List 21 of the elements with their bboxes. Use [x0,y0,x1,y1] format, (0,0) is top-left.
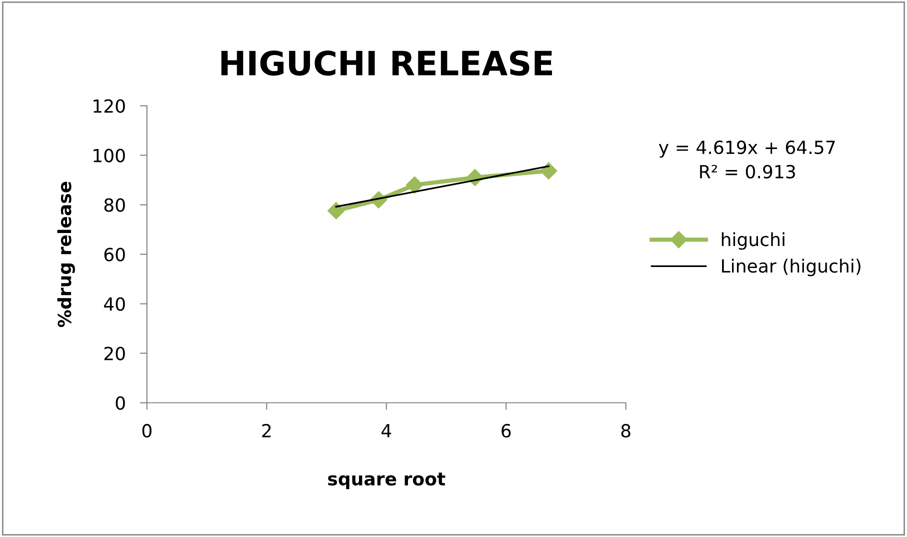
text: y = 4.619x + 64.57 R² = 0.913 [658,140,835,179]
x-tick-label: 4 [382,424,392,438]
x-tick-label: 0 [142,424,152,438]
y-tick-label: 80 [104,198,125,212]
x-tick-label: 8 [621,424,630,438]
legend-label: higuchi [722,232,784,250]
x-tick-label: 6 [502,424,511,438]
y-tick-label: 120 [94,99,125,113]
chart-title: HIGUCHI RELEASE [221,50,552,76]
y-tick-label: 20 [104,346,125,360]
legend-label: Linear (higuchi) [722,258,860,276]
x-axis-title: square root [328,472,446,490]
y-tick-label: 0 [116,396,125,410]
x-tick-label: 2 [262,424,271,438]
y-tick-label: 100 [94,148,125,162]
y-tick-label: 40 [104,297,125,311]
point [540,162,558,180]
point [406,176,424,194]
y-axis-title: %drug release [57,182,75,328]
point [328,202,345,220]
y-tick-label: 60 [104,248,125,262]
